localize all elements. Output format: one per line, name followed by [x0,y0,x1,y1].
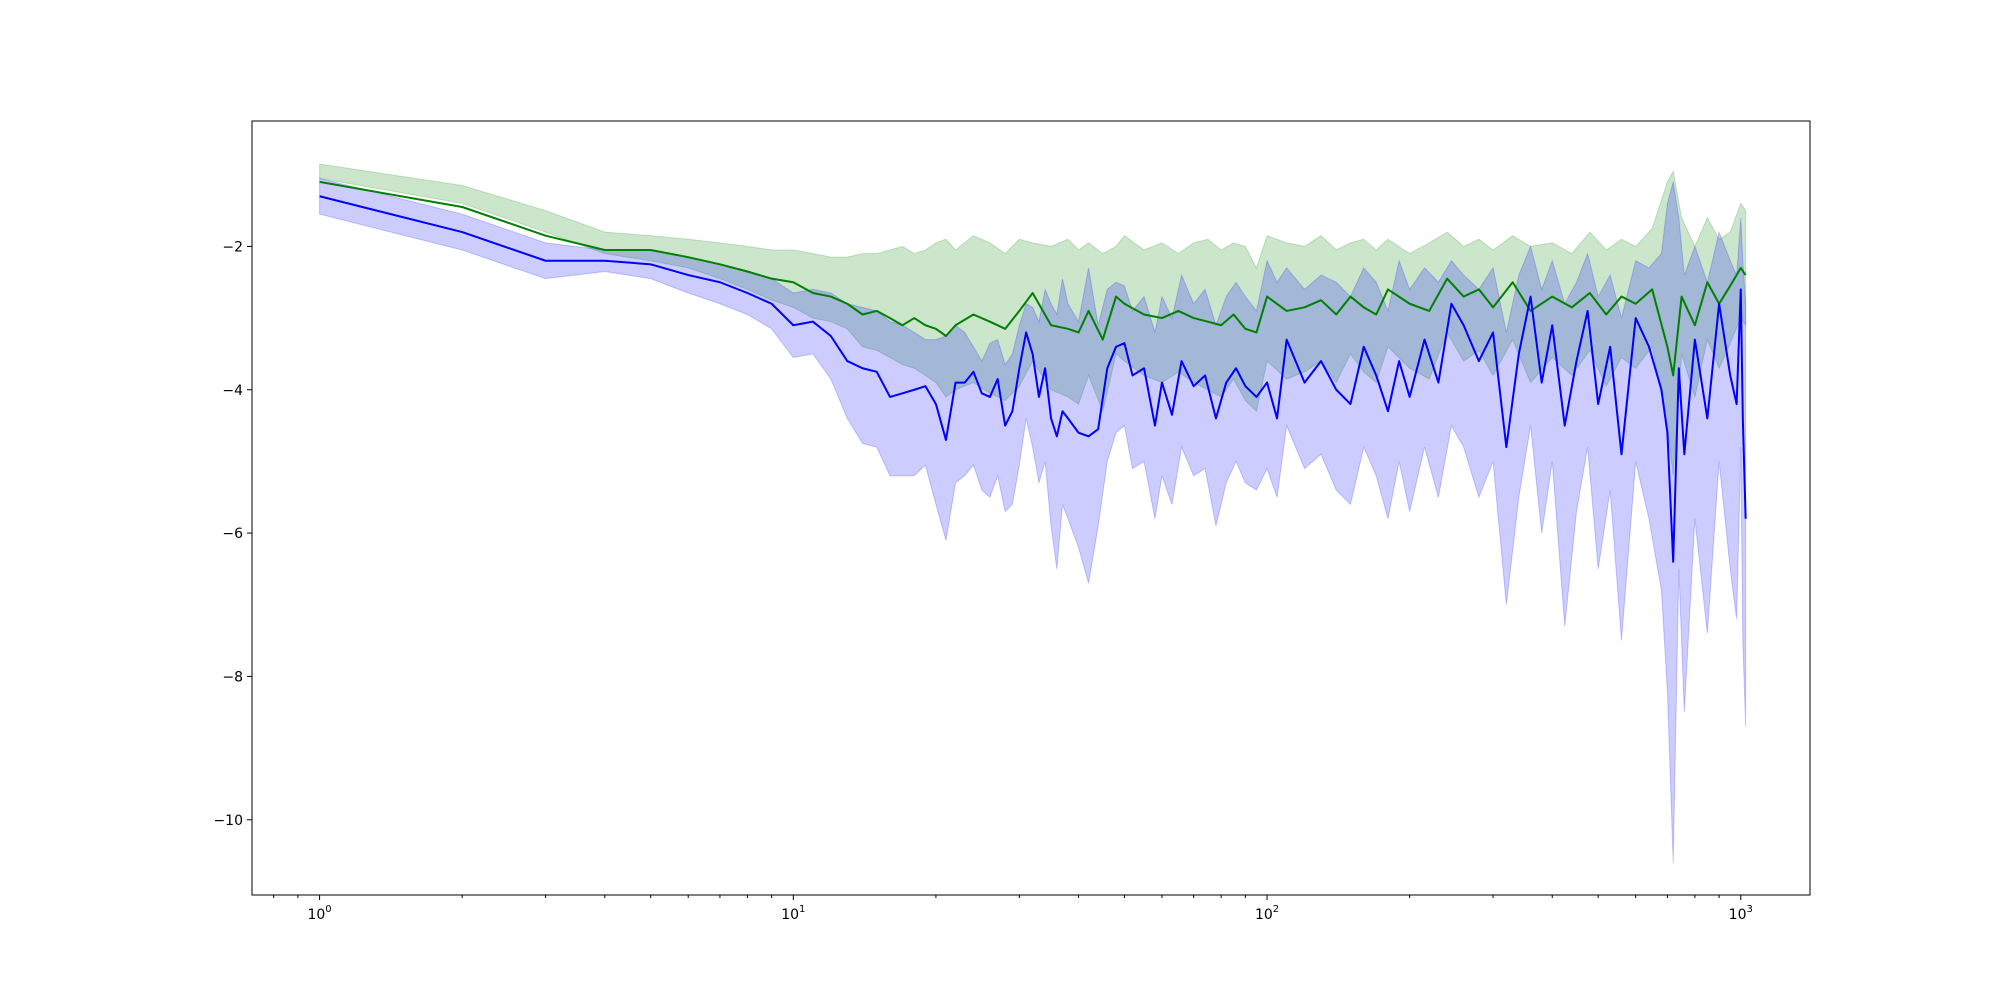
y-tick-label: −4 [222,383,243,399]
confidence-bands [319,163,1747,863]
y-tick-label: −8 [222,669,243,685]
band-series-2 [319,177,1747,863]
x-tick-label: 101 [781,904,805,923]
y-tick-label: −6 [222,526,243,542]
y-tick-label: −10 [213,813,243,829]
x-tick-label: 103 [1729,904,1753,923]
y-axis: −2 −4 −6 −8 −10 [213,239,252,829]
series-lines [319,180,1747,563]
y-tick-label: −2 [222,239,243,255]
line-series-1 [319,180,1747,377]
x-axis: 100 101 102 103 [273,895,1753,923]
line-series-2 [319,195,1747,563]
band-series-1 [319,163,1747,476]
plot-frame [251,120,1811,896]
x-tick-label: 102 [1255,904,1279,923]
x-tick-label: 100 [307,904,331,923]
